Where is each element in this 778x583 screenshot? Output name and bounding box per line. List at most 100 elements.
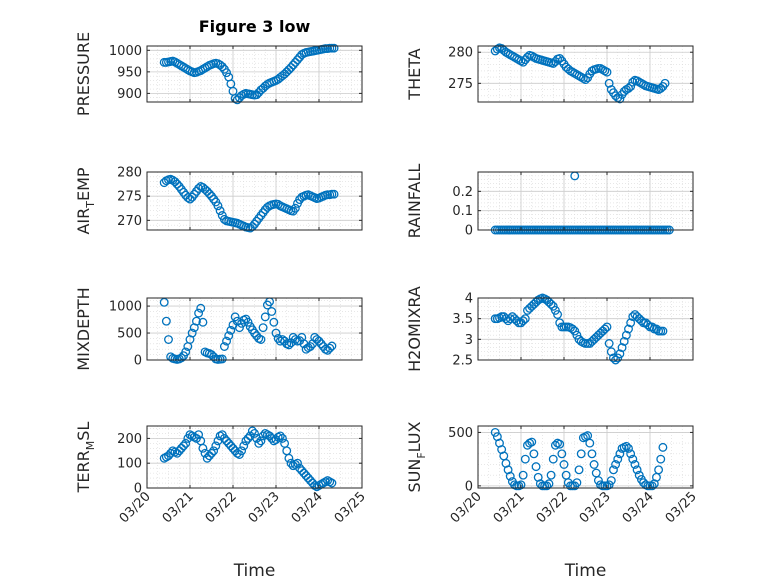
series-points: [490, 427, 668, 491]
data-point: [215, 206, 225, 216]
data-point: [619, 336, 629, 346]
subplot-8: 0 500 03/20 03/21 03/22 03/23 03/24 03/25 SUNFLU…: [405, 421, 700, 581]
data-point: [164, 451, 173, 461]
data-point: [568, 324, 578, 334]
axes-box: [477, 171, 694, 231]
data-point: [604, 339, 614, 348]
axes-box: [146, 297, 363, 361]
data-point: [234, 323, 244, 333]
data-point: [161, 316, 171, 326]
x-tick-label: 03/21: [160, 489, 197, 526]
data-point: [224, 438, 234, 448]
data-point: [329, 43, 339, 53]
data-point: [628, 454, 638, 464]
data-point: [226, 441, 236, 451]
data-point: [247, 426, 257, 436]
data-point: [520, 454, 530, 464]
axes-box: [477, 425, 694, 489]
data-point: [505, 471, 515, 481]
data-point: [621, 330, 631, 340]
data-point: [516, 480, 526, 490]
data-point: [200, 448, 210, 458]
data-point: [196, 303, 206, 313]
x-tick-label: 03/24: [289, 489, 326, 526]
data-point: [589, 460, 599, 469]
data-point: [527, 437, 537, 447]
data-point: [196, 66, 206, 76]
axes-box: [477, 45, 694, 103]
data-point: [327, 341, 337, 351]
y-tick-label: 2.5: [452, 354, 473, 369]
data-point: [258, 431, 268, 441]
data-point: [572, 478, 582, 488]
data-point: [634, 470, 644, 480]
y-tick-label: 270: [117, 214, 142, 229]
data-point: [615, 349, 625, 359]
data-point: [585, 438, 595, 448]
y-tick-label: 900: [117, 87, 142, 102]
data-point: [222, 68, 231, 78]
axes-box: [477, 297, 694, 361]
data-point: [626, 449, 636, 459]
data-point: [211, 441, 221, 451]
data-point: [219, 342, 229, 351]
data-point: [250, 428, 259, 438]
data-point: [286, 458, 296, 468]
data-point: [237, 91, 247, 100]
data-point: [159, 297, 169, 307]
data-point: [518, 470, 528, 480]
data-point: [172, 448, 182, 458]
data-point: [628, 77, 638, 87]
data-point: [636, 316, 646, 326]
data-point: [166, 448, 176, 458]
data-point: [329, 189, 339, 199]
data-point: [179, 441, 188, 451]
data-point: [204, 451, 214, 461]
data-point: [301, 471, 311, 481]
data-point: [316, 339, 326, 349]
data-point: [581, 75, 590, 85]
data-point: [224, 331, 234, 341]
data-point: [198, 443, 208, 453]
data-point: [656, 83, 666, 93]
data-point: [518, 57, 528, 67]
data-point: [606, 347, 616, 357]
y-tick-label: 500: [117, 327, 142, 342]
chart-title: Figure 3 low: [199, 17, 311, 36]
data-point: [611, 460, 621, 469]
data-point: [204, 189, 214, 199]
data-point: [658, 326, 668, 336]
data-point: [243, 433, 253, 443]
data-point: [222, 336, 231, 346]
y-tick-label: 275: [117, 190, 142, 205]
data-point: [529, 449, 539, 459]
data-point: [194, 308, 204, 318]
axes-box: [146, 171, 363, 231]
data-point: [658, 442, 668, 452]
series-points: [490, 43, 670, 104]
data-point: [624, 324, 633, 334]
data-point: [520, 314, 530, 324]
data-point: [293, 458, 302, 468]
data-point: [660, 78, 670, 88]
data-point: [181, 438, 191, 448]
y-tick-label: 0.1: [452, 204, 473, 219]
data-point: [606, 476, 616, 485]
data-point: [295, 463, 305, 473]
data-point: [176, 443, 186, 453]
data-point: [207, 448, 216, 458]
data-point: [572, 330, 582, 340]
data-point: [626, 81, 636, 91]
y-axis-label: TERRMSL: [74, 422, 97, 494]
data-point: [604, 480, 614, 490]
data-point: [226, 325, 236, 335]
data-point: [256, 335, 266, 344]
data-point: [327, 478, 337, 488]
y-tick-label: 275: [448, 77, 473, 92]
series-points: [159, 426, 337, 492]
subplot-6: 2.5 3 3.5 4 H2OMIXRA: [405, 286, 694, 372]
x-tick-label: 03/25: [332, 489, 369, 526]
data-point: [239, 441, 249, 451]
data-point: [228, 443, 238, 453]
